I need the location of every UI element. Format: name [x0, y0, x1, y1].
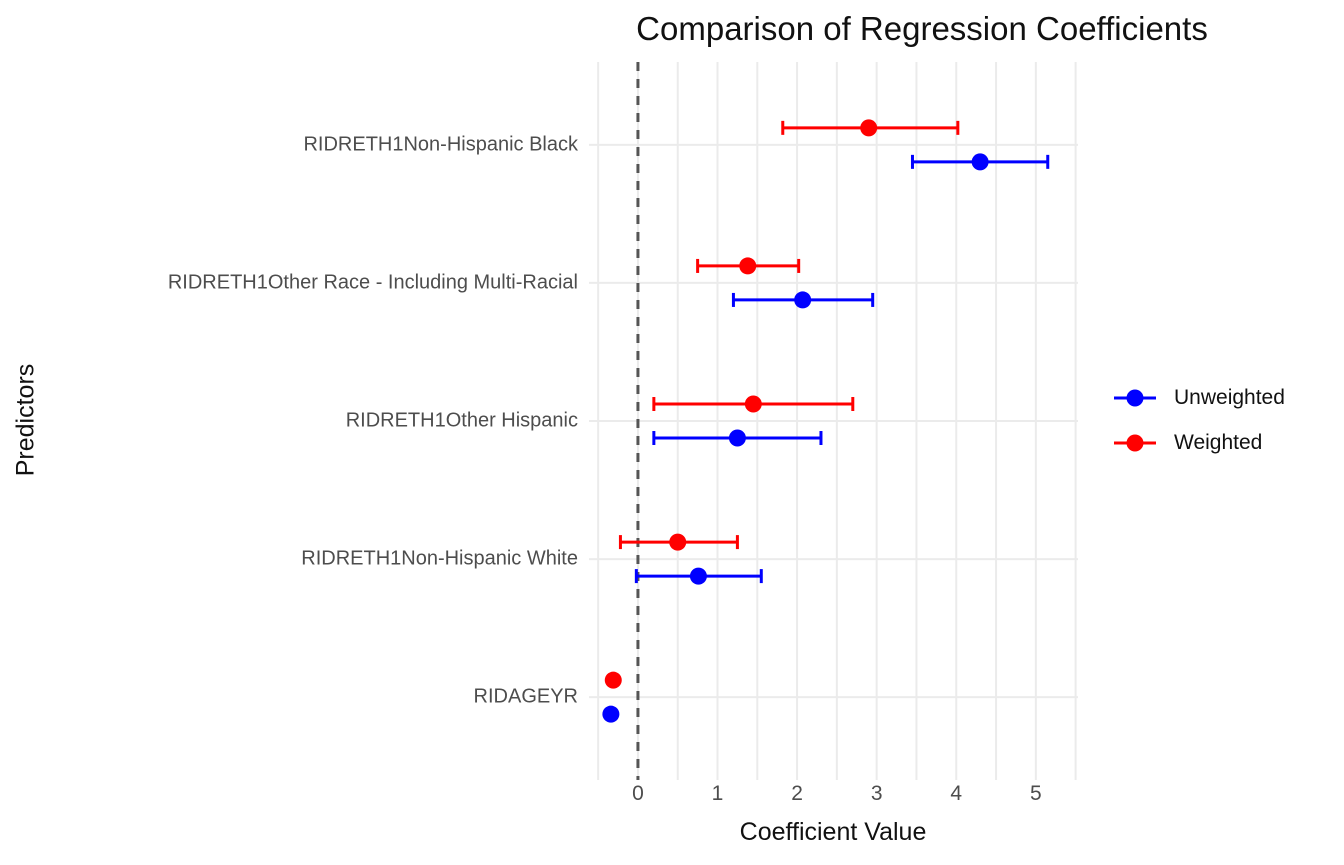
x-axis-tick-label: 5	[1029, 782, 1042, 805]
point-unweighted	[602, 705, 620, 723]
x-axis-title: Coefficient Value	[739, 818, 927, 846]
point-unweighted	[794, 291, 812, 309]
legend-key-unweighted-icon	[1114, 389, 1156, 407]
x-axis-tick-label: 3	[870, 782, 883, 805]
x-axis-tick-label: 4	[950, 782, 963, 805]
legend-label-weighted: Weighted	[1174, 431, 1263, 454]
point-unweighted	[689, 567, 707, 585]
x-axis-tick-label: 1	[711, 782, 724, 805]
chart-title: Comparison of Regression Coefficients	[636, 10, 1208, 47]
point-weighted	[669, 533, 687, 551]
point-weighted	[739, 257, 757, 275]
x-axis-tick-label: 0	[632, 782, 644, 805]
legend-item-weighted: Weighted	[1112, 430, 1285, 456]
y-axis-category-label: RIDRETH1Other Race - Including Multi-Rac…	[167, 271, 578, 294]
legend-key-weighted-icon	[1114, 434, 1156, 452]
y-axis-category-label: RIDRETH1Other Hispanic	[345, 409, 578, 432]
point-weighted	[860, 119, 878, 137]
legend-label-unweighted: Unweighted	[1174, 386, 1285, 409]
point-unweighted	[728, 429, 746, 447]
point-weighted	[604, 671, 622, 689]
y-axis-category-label: RIDRETH1Non-Hispanic Black	[303, 133, 578, 156]
x-axis-tick-label: 2	[791, 782, 803, 805]
plot-panel	[589, 62, 1078, 780]
point-unweighted	[971, 153, 989, 171]
y-axis-category-label: RIDAGEYR	[473, 685, 578, 708]
y-axis-category-label: RIDRETH1Non-Hispanic White	[301, 547, 578, 570]
point-weighted	[744, 395, 762, 413]
legend-item-unweighted: Unweighted	[1112, 385, 1285, 411]
legend: Unweighted Weighted	[1112, 385, 1285, 456]
y-axis-title: Predictors	[11, 363, 40, 477]
